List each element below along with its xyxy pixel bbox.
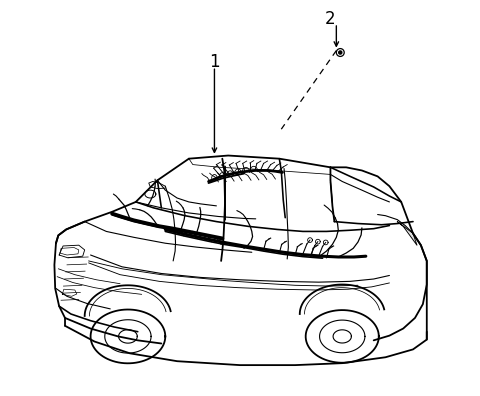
Polygon shape (397, 222, 417, 245)
Text: 1: 1 (209, 53, 220, 71)
Circle shape (339, 51, 342, 54)
Text: 2: 2 (325, 10, 336, 28)
